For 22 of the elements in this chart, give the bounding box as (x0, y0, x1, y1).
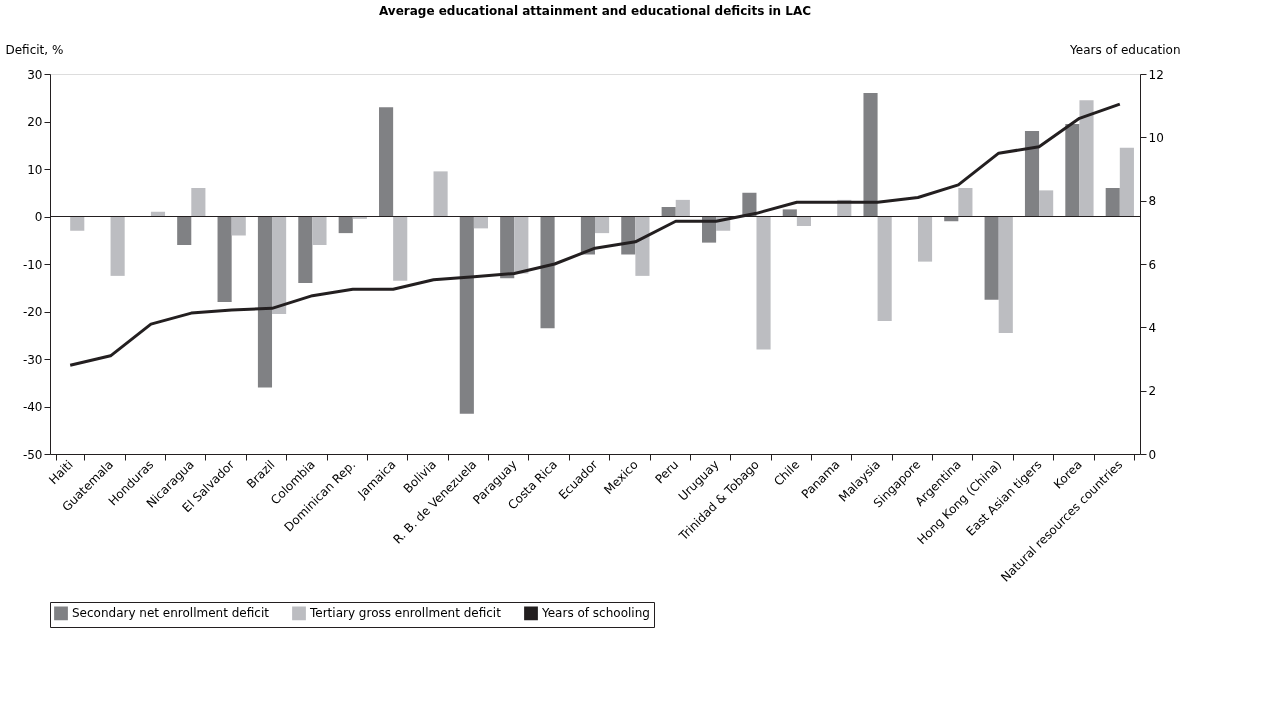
y-axis-title: Deficit, % (5, 42, 64, 57)
legend-label: Tertiary gross enrollment deficit (309, 606, 502, 621)
y-tick-label: 30 (27, 67, 43, 82)
y-tick-label: 0 (34, 210, 43, 224)
y-tick-label: -20 (22, 305, 43, 319)
y-tick-label: -10 (22, 257, 43, 272)
y2-axis-title: Years of education (1069, 42, 1181, 57)
y-tick-label: -30 (22, 352, 43, 367)
legend-label: Secondary net enrollment deficit (72, 606, 270, 621)
y2-tick-label: 2 (1148, 384, 1157, 399)
y-tick-label: 10 (27, 162, 43, 177)
legend-label: Years of schooling (541, 606, 650, 621)
y-tick-label: -40 (22, 400, 43, 414)
y2-tick-label: 12 (1148, 67, 1164, 82)
chart-title: Average educational attainment and educational deficits in LAC (378, 4, 812, 18)
y-tick-label: 20 (27, 115, 43, 129)
y2-tick-label: 0 (1148, 447, 1157, 462)
y-tick-label: -50 (22, 447, 43, 462)
y2-tick-label: 6 (1148, 257, 1157, 272)
y2-tick-label: 8 (1148, 194, 1157, 209)
y2-tick-label: 10 (1148, 130, 1164, 145)
y2-tick-label: 4 (1148, 320, 1157, 335)
